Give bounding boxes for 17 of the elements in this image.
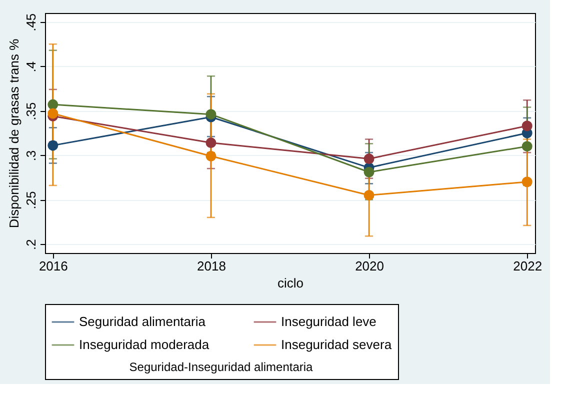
legend-label: Inseguridad leve bbox=[281, 314, 376, 329]
x-tick-label: 2016 bbox=[38, 258, 68, 274]
x-tick-label: 2020 bbox=[355, 258, 384, 274]
y-tick-label: .35 bbox=[24, 102, 38, 120]
y-tick-label: .25 bbox=[24, 191, 38, 210]
y-tick-label: .2 bbox=[24, 239, 38, 250]
x-axis-title: ciclo bbox=[277, 276, 304, 290]
x-tick-label: 2018 bbox=[197, 258, 226, 274]
x-tick-label: 2022 bbox=[513, 258, 542, 274]
legend-label: Seguridad alimentaria bbox=[79, 314, 206, 329]
y-tick-label: .4 bbox=[24, 61, 38, 72]
y-axis-title: Disponibilidad de grasas trans % bbox=[6, 38, 22, 228]
legend-title: Seguridad-Inseguridad alimentaria bbox=[129, 360, 314, 374]
legend-label: Inseguridad moderada bbox=[79, 337, 210, 352]
y-tick-label: .45 bbox=[24, 13, 38, 32]
legend-label: Inseguridad severa bbox=[281, 337, 392, 352]
y-tick-label: .3 bbox=[24, 150, 38, 162]
